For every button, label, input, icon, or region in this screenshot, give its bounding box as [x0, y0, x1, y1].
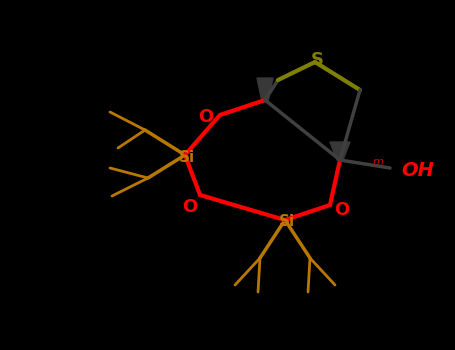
Text: O: O [334, 201, 349, 219]
Text: O: O [182, 198, 197, 216]
Text: Si: Si [279, 215, 295, 230]
Text: Si: Si [179, 149, 195, 164]
Text: OH: OH [401, 161, 435, 180]
Text: S: S [310, 51, 324, 69]
Polygon shape [330, 142, 350, 160]
Text: O: O [198, 108, 214, 126]
Text: m: m [373, 157, 384, 167]
Polygon shape [257, 78, 273, 102]
